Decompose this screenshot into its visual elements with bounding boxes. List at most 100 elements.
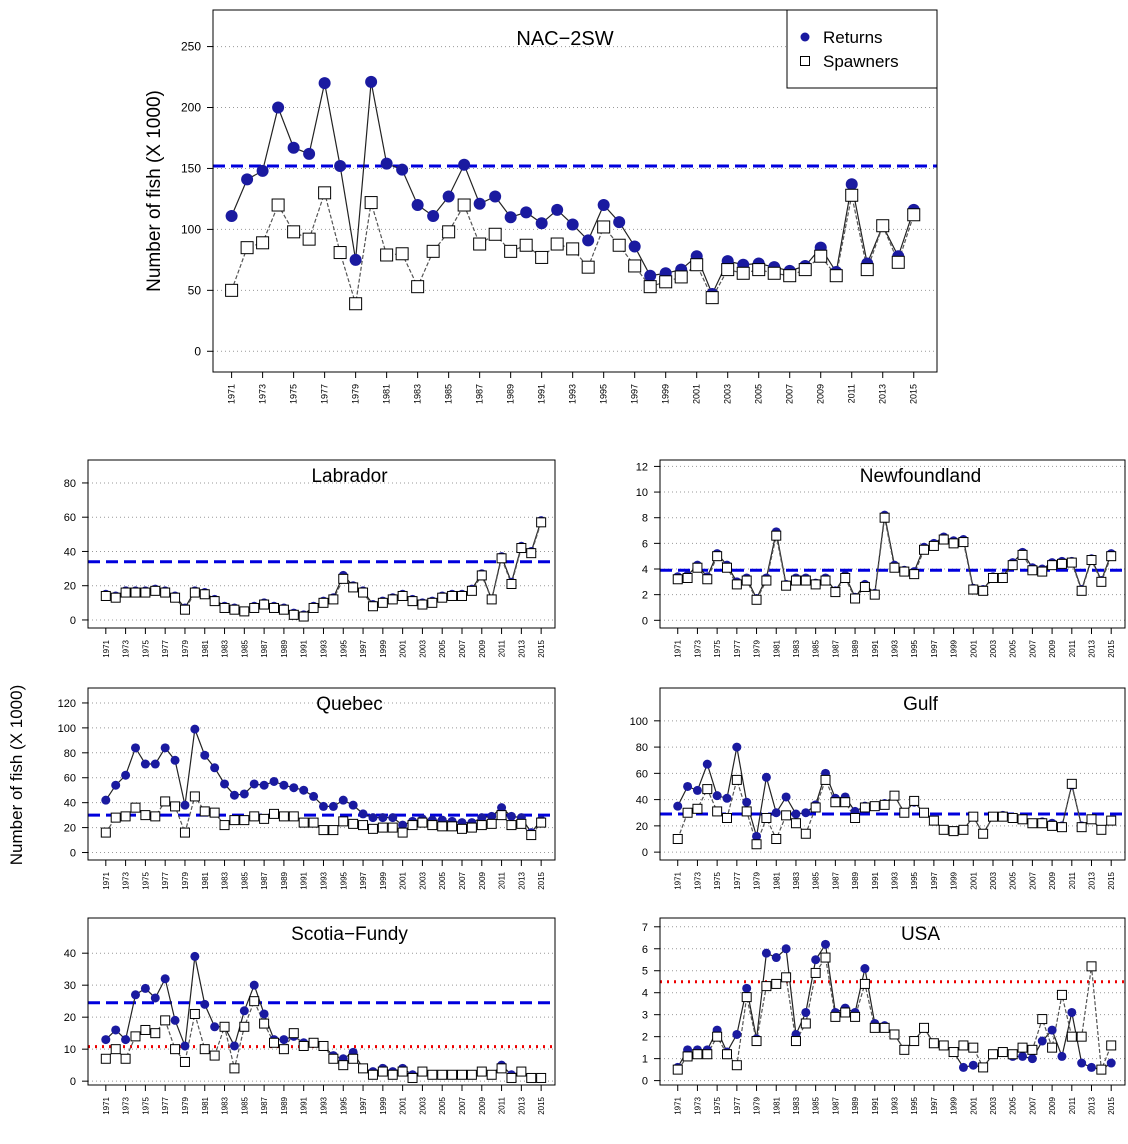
return-point [535, 217, 548, 230]
spawner-point [160, 1015, 171, 1026]
spawner-point [702, 784, 713, 795]
return-point [1087, 1062, 1097, 1072]
x-tick-label: 1977 [733, 1096, 742, 1114]
y-tick-label: 4 [642, 564, 648, 576]
return-point [487, 811, 497, 821]
x-tick-label: 1997 [359, 871, 368, 889]
legend-frame [786, 9, 938, 89]
spawner-point [682, 572, 693, 583]
y-tick-label: 150 [181, 161, 201, 175]
spawner-point [891, 255, 905, 269]
return-point [722, 793, 732, 803]
spawner-point [721, 263, 735, 277]
x-tick-label: 1985 [444, 384, 454, 404]
spawner-point [417, 599, 428, 610]
x-tick-label: 2007 [1028, 871, 1037, 889]
spawner-point [1007, 560, 1018, 571]
spawner-point [928, 1038, 939, 1049]
plot-frame [659, 917, 1126, 1086]
return-point [269, 776, 279, 786]
spawner-point [328, 594, 339, 605]
return-point [628, 240, 641, 253]
x-tick-label: 1973 [122, 639, 131, 657]
x-tick-label: 1971 [227, 384, 237, 404]
spawner-point [938, 1040, 949, 1051]
x-tick-label: 1983 [792, 639, 801, 657]
return-point [1018, 1051, 1028, 1061]
spawner-point [840, 797, 851, 808]
return-point [225, 209, 238, 222]
x-tick-label: 2009 [478, 1096, 487, 1114]
x-tick-label: 2013 [1088, 639, 1097, 657]
x-tick-label: 2005 [438, 1096, 447, 1114]
spawner-point [628, 259, 642, 273]
spawner-point [829, 269, 843, 283]
x-tick-label: 2009 [478, 871, 487, 889]
return-point [520, 206, 533, 219]
return-point [442, 190, 455, 203]
spawner-point [1106, 551, 1117, 562]
return-point [190, 724, 200, 734]
spawner-point [978, 1062, 989, 1073]
x-tick-label: 2015 [537, 1096, 546, 1114]
x-tick-label: 2001 [969, 639, 978, 657]
spawner-point [427, 1069, 438, 1080]
spawner-point [407, 820, 418, 831]
spawner-point [456, 823, 467, 834]
spawner-point [130, 1031, 141, 1042]
x-tick-label: 2003 [418, 639, 427, 657]
spawner-point [830, 1011, 841, 1022]
spawner-point [850, 812, 861, 823]
return-point [683, 781, 693, 791]
x-tick-label: 1979 [351, 384, 361, 404]
spawner-point [550, 237, 564, 251]
return-point [801, 808, 811, 818]
x-tick-label: 2013 [517, 639, 526, 657]
spawner-point [741, 806, 752, 817]
spawner-point [476, 570, 487, 581]
return-point [860, 964, 870, 974]
spawner-point [1037, 566, 1048, 577]
return-point [210, 1022, 220, 1032]
x-tick-label: 1971 [102, 639, 111, 657]
spawner-point [830, 587, 841, 598]
y-tick-label: 5 [642, 966, 648, 978]
spawner-point [240, 241, 254, 255]
series-line [105, 999, 542, 1079]
x-tick-label: 2015 [909, 384, 919, 404]
x-tick-label: 1985 [240, 639, 249, 657]
spawner-point [958, 537, 969, 548]
spawner-point [287, 225, 301, 239]
spawner-point [810, 579, 821, 590]
spawner-point [997, 811, 1008, 822]
x-tick-label: 1975 [141, 639, 150, 657]
spawner-point [767, 266, 781, 280]
spawner-point [318, 597, 329, 608]
x-tick-label: 1989 [851, 1096, 860, 1114]
spawner-point [968, 584, 979, 595]
spawner-point [781, 810, 792, 821]
spawner-point [790, 818, 801, 829]
x-tick-label: 1993 [319, 1096, 328, 1114]
return-point [150, 993, 160, 1003]
spawner-point [150, 811, 161, 822]
spawner-point [269, 1037, 280, 1048]
x-tick-label: 1977 [320, 384, 330, 404]
return-point [101, 795, 111, 805]
spawner-point [516, 543, 527, 554]
x-tick-label: 1983 [413, 384, 423, 404]
spawner-point [473, 237, 487, 251]
x-tick-label: 1997 [630, 384, 640, 404]
spawner-point [318, 825, 329, 836]
return-point [958, 1062, 968, 1072]
spawner-point [790, 1036, 801, 1047]
x-tick-label: 2009 [1048, 639, 1057, 657]
spawner-point [1086, 814, 1097, 825]
y-tick-label: 0 [194, 344, 201, 358]
spawner-point [160, 796, 171, 807]
spawner-point [948, 538, 959, 549]
y-tick-label: 10 [64, 1044, 76, 1056]
spawner-point [736, 266, 750, 280]
y-tick-label: 7 [642, 922, 648, 934]
spawner-point [526, 1072, 537, 1083]
